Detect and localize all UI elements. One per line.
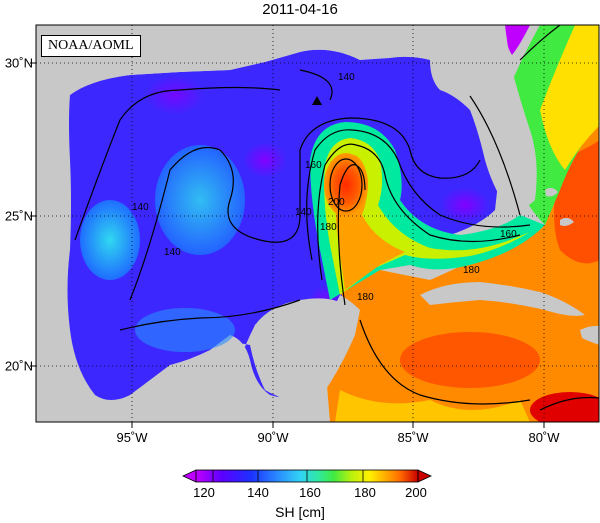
colorbar-tick-label: 180 — [354, 485, 376, 500]
yucatan-peninsula — [255, 298, 349, 401]
lon-tick-label: 80˚W — [528, 430, 560, 445]
hispaniola — [580, 325, 599, 345]
contour-label: 160 — [305, 160, 322, 171]
colorbar-tick-label: 200 — [405, 485, 427, 500]
bay-cyan — [135, 308, 235, 352]
eastern-gulf-purple — [243, 142, 287, 178]
gulf-coast-land — [36, 25, 430, 422]
lat-tick-label: 30˚N — [4, 55, 33, 71]
florida-shelf-purple — [440, 187, 490, 223]
caribbean-warm-core — [400, 332, 540, 388]
lon-tick-label: 85˚W — [397, 430, 429, 445]
cuba — [420, 282, 585, 316]
contour-label: 140 — [132, 202, 149, 213]
colorbar-tick-label: 120 — [193, 485, 215, 500]
colorbar-tick-label: 140 — [247, 485, 269, 500]
contour-lines — [74, 25, 599, 411]
colorbar-unit-label: SH [cm] — [275, 504, 325, 520]
credit-label: NOAA/AOML — [41, 35, 141, 57]
contour-label: 200 — [328, 197, 345, 208]
warm-eddy-core — [324, 153, 368, 217]
caribbean-warm-core-south — [530, 392, 599, 422]
map-title: 2011-04-16 — [262, 1, 338, 18]
colorbar-high-arrow-icon — [417, 469, 432, 483]
north-gulf-purple — [145, 75, 205, 115]
map-frame — [35, 24, 600, 423]
contour-label: 140 — [338, 72, 355, 83]
caribbean-yellow-band — [335, 390, 530, 422]
buoy-marker-icon — [312, 96, 322, 105]
contour-label: 180 — [320, 222, 337, 233]
contour-label: 180 — [463, 265, 480, 276]
contour-label: 140 — [164, 247, 181, 258]
colorbar — [182, 469, 432, 483]
lat-tick-label: 25˚N — [4, 208, 33, 224]
lon-tick-label: 95˚W — [116, 430, 148, 445]
contour-label: 140 — [295, 207, 312, 218]
contour-label: 160 — [500, 229, 517, 240]
lat-tick-label: 20˚N — [4, 358, 33, 374]
lon-tick-label: 90˚W — [257, 430, 289, 445]
colorbar-low-arrow-icon — [182, 469, 197, 483]
central-gulf-cyan — [155, 145, 245, 255]
atlantic-strip-yellow — [540, 25, 599, 170]
bahamas — [545, 187, 574, 226]
colorbar-tick-label: 160 — [299, 485, 321, 500]
atlantic-strip-purple — [505, 25, 530, 55]
contour-label: 180 — [357, 292, 374, 303]
western-gulf-cyan — [80, 200, 140, 280]
